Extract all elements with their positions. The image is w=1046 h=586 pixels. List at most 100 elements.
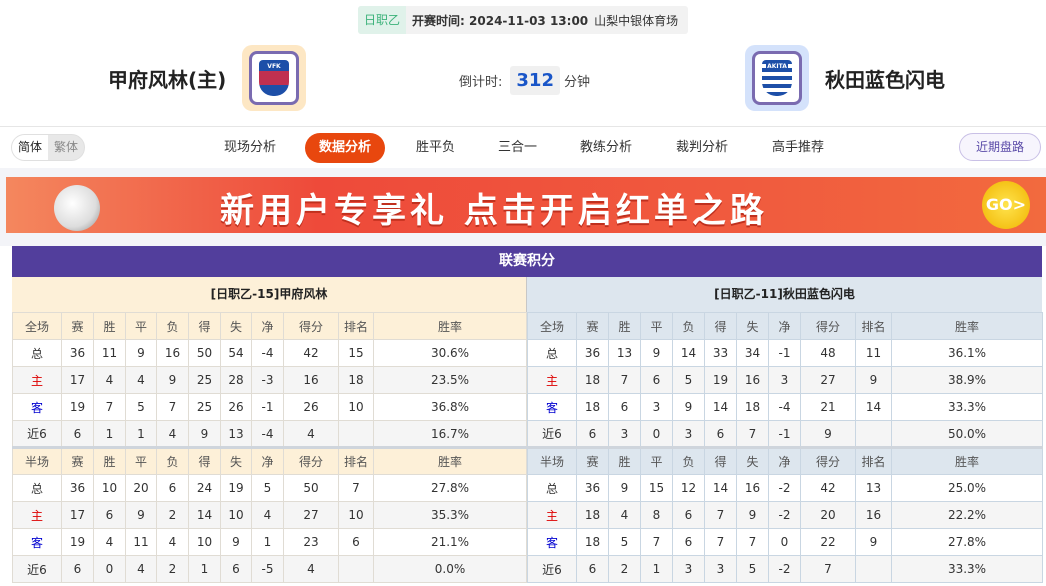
nav-tab[interactable]: 高手推荐 [772,140,825,155]
table-cell: 7 [800,555,856,583]
lang-simplified[interactable]: 简体 [12,135,49,160]
table-cell: 4 [93,528,126,556]
table-row: 客 18 5 7 6 7 7 0 22 9 27.8% [527,528,1043,556]
row-label: 近6 [12,555,62,583]
table-cell: 6 [61,420,94,448]
table-cell: -5 [251,555,284,583]
table-cell: 14 [704,393,737,421]
table-cell: 6 [338,528,374,556]
table-cell: 10 [338,393,374,421]
table-cell: 3 [768,366,801,394]
table-cell: 20 [800,501,856,529]
column-header: 负 [156,312,189,340]
table-cell: 6 [672,501,705,529]
table-row: 近6 6 2 1 3 3 5 -2 7 33.3% [527,555,1043,583]
soccer-ball-icon [54,185,100,231]
column-header: 胜 [93,312,126,340]
table-cell: 22.2% [891,501,1043,529]
table-cell: 50.0% [891,420,1043,448]
table-cell: 13 [220,420,252,448]
column-header: 平 [125,446,157,475]
table-cell: 16 [855,501,892,529]
table-row: 总 36 13 9 14 33 34 -1 48 11 36.1% [527,339,1043,367]
table-cell: 4 [608,501,641,529]
table-cell: 3 [640,393,673,421]
countdown: 倒计时: 312 分钟 [459,66,590,95]
table-cell: 42 [800,474,856,502]
league-tag[interactable]: 日职乙 [358,6,407,34]
table-cell: 5 [251,474,284,502]
table-cell: 15 [338,339,374,367]
table-cell: -3 [251,366,284,394]
column-header: 失 [220,446,252,475]
lang-traditional[interactable]: 繁体 [54,140,79,154]
banner-text: 新用户专享礼 点击开启红单之路 [220,191,768,231]
table-row: 总 36 11 9 16 50 54 -4 42 15 30.6% [12,339,527,367]
kickoff-value: 2024-11-03 13:00 [469,13,589,28]
table-cell: 13 [608,339,641,367]
column-header: 半场 [527,446,577,475]
table-cell: 2 [608,555,641,583]
nav-tab[interactable]: 三合一 [498,140,538,155]
away-team-logo[interactable]: AKITA [745,45,809,111]
table-cell: 9 [188,420,221,448]
table-cell: 9 [125,501,157,529]
table-cell: -2 [768,555,801,583]
promo-banner[interactable]: 新用户专享礼 点击开启红单之路 GO> [6,177,1046,233]
table-row: 客 18 6 3 9 14 18 -4 21 14 33.3% [527,393,1043,421]
language-toggle: 简体 繁体 [11,134,86,161]
table-cell: 10 [220,501,252,529]
table-cell: 3 [704,555,737,583]
column-header: 胜率 [891,312,1043,340]
table-cell: 34 [736,339,769,367]
table-cell: 7 [640,528,673,556]
table-cell: 5 [125,393,157,421]
table-cell: -1 [768,420,801,448]
column-header: 得 [704,446,737,475]
table-cell: 12 [672,474,705,502]
table-cell: 7 [93,393,126,421]
recent-odds-button[interactable]: 近期盘路 [959,133,1041,161]
table-cell: 18 [576,393,609,421]
home-team-name[interactable]: 甲府风林(主) [108,68,227,92]
nav-tab[interactable]: 现场分析 [224,140,277,155]
nav-tab[interactable]: 裁判分析 [676,140,729,155]
column-header: 胜率 [373,446,527,475]
away-team-name[interactable]: 秋田蓝色闪电 [825,68,945,92]
table-cell: 6 [93,501,126,529]
nav-tab[interactable]: 胜平负 [416,140,456,155]
table-row: 主 17 6 9 2 14 10 4 27 10 35.3% [12,501,527,529]
table-cell: 9 [220,528,252,556]
table-cell: 11 [855,339,892,367]
column-header: 排名 [855,312,892,340]
table-cell: 18 [338,366,374,394]
go-button[interactable]: GO> [982,181,1030,229]
nav-tab[interactable]: 数据分析 [305,133,386,163]
row-label: 主 [527,366,577,394]
table-cell: 50 [283,474,339,502]
match-info-bar: 日职乙 开赛时间: 2024-11-03 13:00 山梨中银体育场 [358,6,689,34]
table-cell: 24 [188,474,221,502]
home-team-logo[interactable]: VFK [242,45,306,111]
table-cell: 19 [220,474,252,502]
venue: 山梨中银体育场 [594,13,679,28]
column-header: 负 [156,446,189,475]
table-cell [338,555,374,583]
table-cell: 7 [608,366,641,394]
table-cell: 4 [156,420,189,448]
table-cell: 21.1% [373,528,527,556]
row-label: 总 [527,474,577,502]
row-label: 近6 [527,420,577,448]
nav-tab[interactable]: 教练分析 [580,140,633,155]
table-cell: -2 [768,474,801,502]
table-cell: 7 [338,474,374,502]
table-cell: 4 [93,366,126,394]
nav-bar: 简体 繁体 现场分析 数据分析 胜平负 三合一 教练分析 裁判分析 高手推荐 近期盘路 [0,126,1046,168]
column-header: 平 [125,312,157,340]
table-cell: 16.7% [373,420,527,448]
table-cell: -1 [768,339,801,367]
league-standings: 联赛积分 [日职乙-15]甲府风林 全场赛胜平负得失净得分 排名 胜率总 36 11 9 16… [12,246,1043,583]
row-label: 客 [12,393,62,421]
standings-title: 联赛积分 [12,246,1042,277]
table-cell: 9 [736,501,769,529]
